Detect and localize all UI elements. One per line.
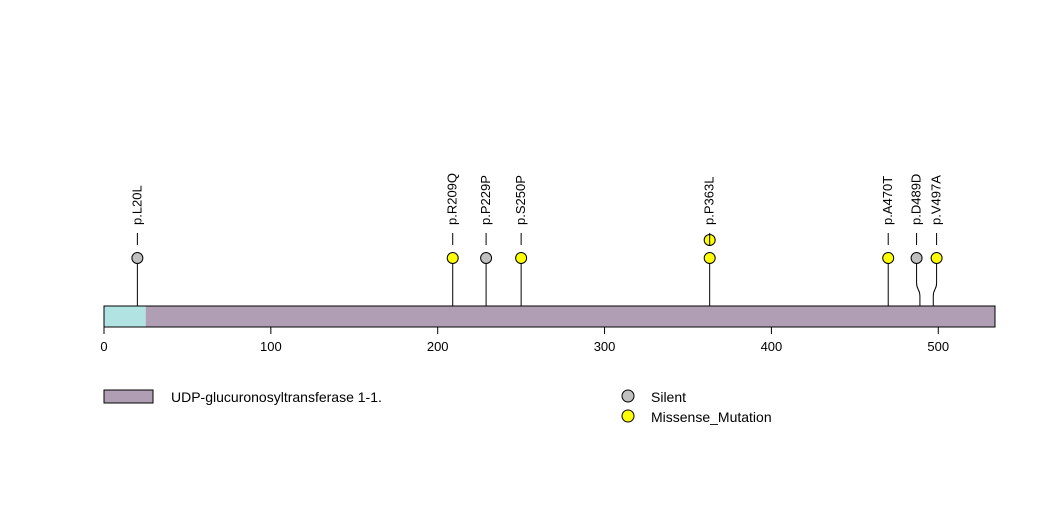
label-p-d489d: p.D489D — [909, 174, 924, 225]
label-p-v497a: p.V497A — [929, 175, 944, 225]
x-tick-label-100: 100 — [260, 339, 282, 354]
legend-missense-swatch — [621, 409, 635, 423]
label-p-p229p: p.P229P — [478, 175, 493, 225]
head-p-p229p-0 — [480, 252, 493, 264]
x-axis: 0 100 200 300 400 500 — [100, 326, 949, 354]
x-tick-label-400: 400 — [761, 339, 783, 354]
region-1 — [145, 306, 995, 327]
x-tick-label-0: 0 — [100, 339, 107, 354]
legend-silent-label: Silent — [651, 389, 686, 405]
head-p-l20l-0 — [131, 252, 144, 264]
region-0 — [104, 306, 146, 327]
label-p-p363l: p.P363L — [702, 177, 717, 225]
label-p-r209q: p.R209Q — [445, 173, 460, 225]
stem-p-d489d — [916, 258, 921, 327]
label-p-s250p: p.S250P — [513, 175, 528, 225]
label-p-a470t: p.A470T — [880, 176, 895, 225]
protein-regions — [103, 305, 996, 328]
legend-domain-swatch — [103, 389, 154, 404]
legend-silent-swatch — [621, 389, 635, 403]
x-tick-label-300: 300 — [594, 339, 616, 354]
mutation-labels: p.L20L p.R209Q p.P229P p.S250P p.P363L p.A470… — [129, 173, 944, 245]
x-tick-label-200: 200 — [427, 339, 449, 354]
head-p-s250p-0 — [515, 252, 528, 264]
stem-p-v497a — [932, 258, 938, 327]
head-p-p363l-0 — [703, 252, 716, 264]
label-p-l20l: p.L20L — [129, 185, 144, 225]
legend: UDP-glucuronosyltransferase 1-1. Silent … — [103, 389, 772, 425]
head-p-a470t-0 — [882, 252, 895, 264]
head-p-d489d-0 — [910, 252, 923, 264]
legend-missense-label: Missense_Mutation — [651, 409, 772, 425]
mutation-heads — [131, 234, 943, 264]
head-p-v497a-0 — [930, 252, 943, 264]
head-p-r209q-0 — [446, 252, 459, 264]
legend-domain-label: UDP-glucuronosyltransferase 1-1. — [171, 389, 382, 405]
x-tick-label-500: 500 — [927, 339, 949, 354]
